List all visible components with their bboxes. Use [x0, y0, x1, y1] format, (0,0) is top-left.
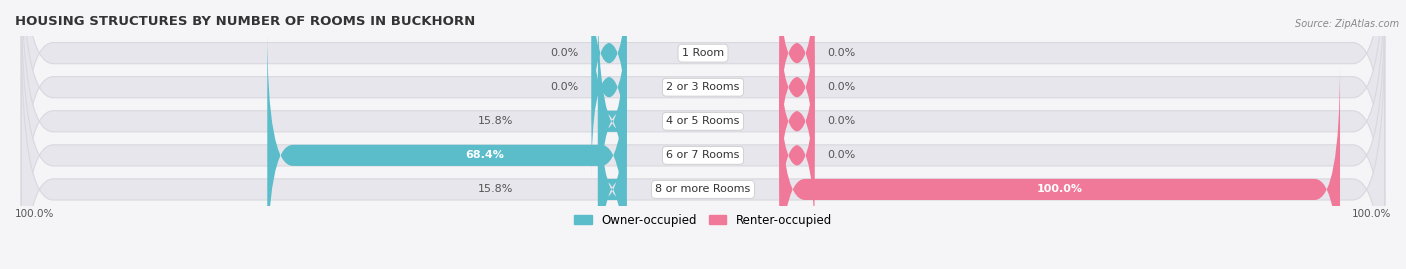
FancyBboxPatch shape: [21, 0, 1385, 269]
Text: 4 or 5 Rooms: 4 or 5 Rooms: [666, 116, 740, 126]
FancyBboxPatch shape: [592, 0, 627, 145]
Text: 15.8%: 15.8%: [478, 116, 513, 126]
Text: Source: ZipAtlas.com: Source: ZipAtlas.com: [1295, 19, 1399, 29]
Text: 68.4%: 68.4%: [465, 150, 505, 160]
FancyBboxPatch shape: [21, 0, 1385, 213]
Text: 100.0%: 100.0%: [1351, 209, 1391, 219]
FancyBboxPatch shape: [592, 0, 627, 179]
Text: 100.0%: 100.0%: [15, 209, 55, 219]
FancyBboxPatch shape: [598, 0, 627, 247]
Text: 0.0%: 0.0%: [551, 82, 579, 92]
FancyBboxPatch shape: [21, 0, 1385, 269]
FancyBboxPatch shape: [779, 64, 814, 247]
Text: 0.0%: 0.0%: [827, 150, 855, 160]
FancyBboxPatch shape: [779, 30, 814, 213]
Text: 0.0%: 0.0%: [827, 82, 855, 92]
FancyBboxPatch shape: [21, 0, 1385, 247]
FancyBboxPatch shape: [779, 0, 814, 145]
FancyBboxPatch shape: [779, 0, 814, 179]
Text: 6 or 7 Rooms: 6 or 7 Rooms: [666, 150, 740, 160]
Text: 0.0%: 0.0%: [827, 48, 855, 58]
Text: 1 Room: 1 Room: [682, 48, 724, 58]
Text: 0.0%: 0.0%: [551, 48, 579, 58]
Text: 100.0%: 100.0%: [1036, 185, 1083, 194]
Legend: Owner-occupied, Renter-occupied: Owner-occupied, Renter-occupied: [569, 209, 837, 231]
FancyBboxPatch shape: [598, 64, 627, 269]
FancyBboxPatch shape: [267, 30, 627, 269]
Text: HOUSING STRUCTURES BY NUMBER OF ROOMS IN BUCKHORN: HOUSING STRUCTURES BY NUMBER OF ROOMS IN…: [15, 15, 475, 28]
Text: 15.8%: 15.8%: [478, 185, 513, 194]
FancyBboxPatch shape: [779, 64, 1340, 269]
Text: 8 or more Rooms: 8 or more Rooms: [655, 185, 751, 194]
Text: 0.0%: 0.0%: [827, 116, 855, 126]
Text: 2 or 3 Rooms: 2 or 3 Rooms: [666, 82, 740, 92]
FancyBboxPatch shape: [21, 30, 1385, 269]
